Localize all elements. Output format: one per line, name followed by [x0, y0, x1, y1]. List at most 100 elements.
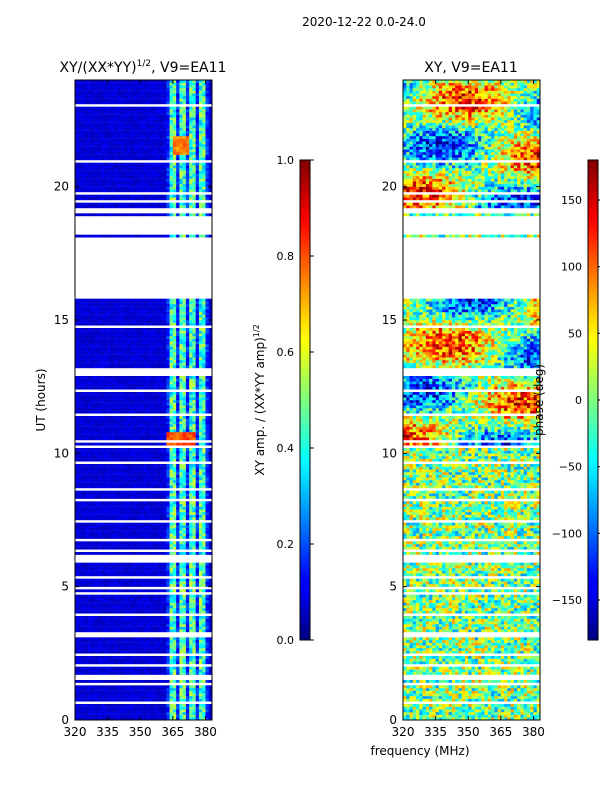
amplitude-cell [101, 528, 105, 531]
amplitude-cell [179, 386, 183, 390]
amplitude-cell [166, 338, 170, 342]
amplitude-cell [133, 357, 138, 361]
amplitude-cell [78, 384, 82, 387]
amplitude-cell [143, 480, 148, 483]
amplitude-cell [198, 525, 203, 529]
amplitude-cell [163, 354, 167, 358]
amplitude-cell [91, 645, 95, 649]
amplitude-cell [88, 706, 92, 710]
amplitude-cell [133, 712, 138, 715]
amplitude-cell [120, 645, 125, 649]
amplitude-cell [202, 397, 206, 401]
amplitude-cell [127, 594, 131, 598]
amplitude-cell [123, 672, 128, 675]
amplitude-cell [182, 338, 187, 342]
amplitude-cell [81, 712, 86, 715]
amplitude-cell [78, 408, 82, 411]
amplitude-cell [202, 565, 206, 569]
amplitude-cell [140, 400, 144, 403]
amplitude-cell [88, 477, 92, 481]
amplitude-cell [84, 328, 89, 331]
amplitude-cell [91, 525, 95, 529]
amplitude-cell [176, 453, 180, 457]
amplitude-cell [205, 696, 210, 699]
amplitude-cell [97, 600, 102, 603]
amplitude-cell [136, 354, 141, 358]
amplitude-cell [88, 698, 92, 702]
amplitude-cell [176, 338, 180, 342]
amplitude-cell [78, 544, 82, 547]
amplitude-cell [189, 330, 193, 334]
amplitude-cell [176, 426, 180, 430]
amplitude-cell [166, 669, 170, 673]
amplitude-cell [150, 485, 154, 489]
amplitude-cell [91, 397, 95, 401]
amplitude-cell [136, 376, 141, 379]
amplitude-cell [123, 474, 128, 478]
amplitude-cell [198, 589, 203, 593]
amplitude-cell [110, 562, 115, 566]
amplitude-cell [127, 504, 131, 507]
amplitude-cell [172, 386, 177, 390]
amplitude-cell [97, 496, 102, 499]
amplitude-cell [195, 512, 200, 515]
amplitude-cell [169, 626, 174, 630]
amplitude-cell [150, 432, 154, 435]
amplitude-cell [205, 562, 210, 566]
amplitude-cell [127, 434, 131, 438]
amplitude-cell [81, 421, 86, 425]
amplitude-cell [182, 477, 187, 481]
amplitude-cell [198, 690, 203, 694]
amplitude-cell [198, 496, 203, 499]
amplitude-cell [143, 698, 148, 702]
amplitude-cell [110, 642, 115, 646]
amplitude-cell [150, 618, 154, 622]
amplitude-cell [94, 416, 99, 419]
amplitude-cell [78, 333, 82, 337]
amplitude-cell [198, 698, 203, 702]
amplitude-cell [208, 600, 212, 603]
amplitude-cell [78, 650, 82, 654]
amplitude-cell [75, 536, 79, 539]
amplitude-cell [169, 690, 174, 694]
amplitude-cell [127, 450, 131, 454]
amplitude-cell [182, 504, 187, 507]
amplitude-cell [176, 376, 180, 379]
amplitude-cell [195, 618, 200, 622]
amplitude-cell [202, 333, 206, 337]
amplitude-cell [150, 693, 154, 697]
amplitude-cell [75, 648, 79, 651]
amplitude-cell [153, 384, 157, 387]
amplitude-cell [127, 648, 131, 651]
amplitude-cell [123, 437, 128, 441]
amplitude-cell [104, 469, 108, 473]
amplitude-cell [169, 637, 174, 641]
amplitude-cell [91, 605, 95, 609]
amplitude-cell [114, 552, 118, 555]
amplitude-cell [81, 621, 86, 625]
amplitude-cell [176, 693, 180, 697]
amplitude-cell [143, 410, 148, 414]
amplitude-cell [130, 429, 135, 433]
amplitude-cell [117, 400, 121, 403]
amplitude-cell [176, 565, 180, 569]
amplitude-cell [94, 474, 99, 478]
amplitude-cell [91, 352, 95, 355]
amplitude-cell [195, 432, 200, 435]
amplitude-cell [156, 434, 161, 438]
amplitude-cell [189, 629, 193, 633]
amplitude-cell [182, 685, 187, 689]
amplitude-cell [189, 533, 193, 537]
amplitude-cell [172, 621, 177, 625]
amplitude-cell [94, 640, 99, 643]
amplitude-cell [94, 698, 99, 702]
amplitude-cell [97, 464, 102, 467]
amplitude-cell [136, 506, 141, 510]
amplitude-cell [146, 608, 151, 611]
amplitude-cell [133, 506, 138, 510]
amplitude-cell [88, 552, 92, 555]
amplitude-cell [205, 709, 210, 713]
amplitude-cell [110, 384, 115, 387]
amplitude-cell [208, 658, 212, 662]
amplitude-cell [153, 640, 157, 643]
